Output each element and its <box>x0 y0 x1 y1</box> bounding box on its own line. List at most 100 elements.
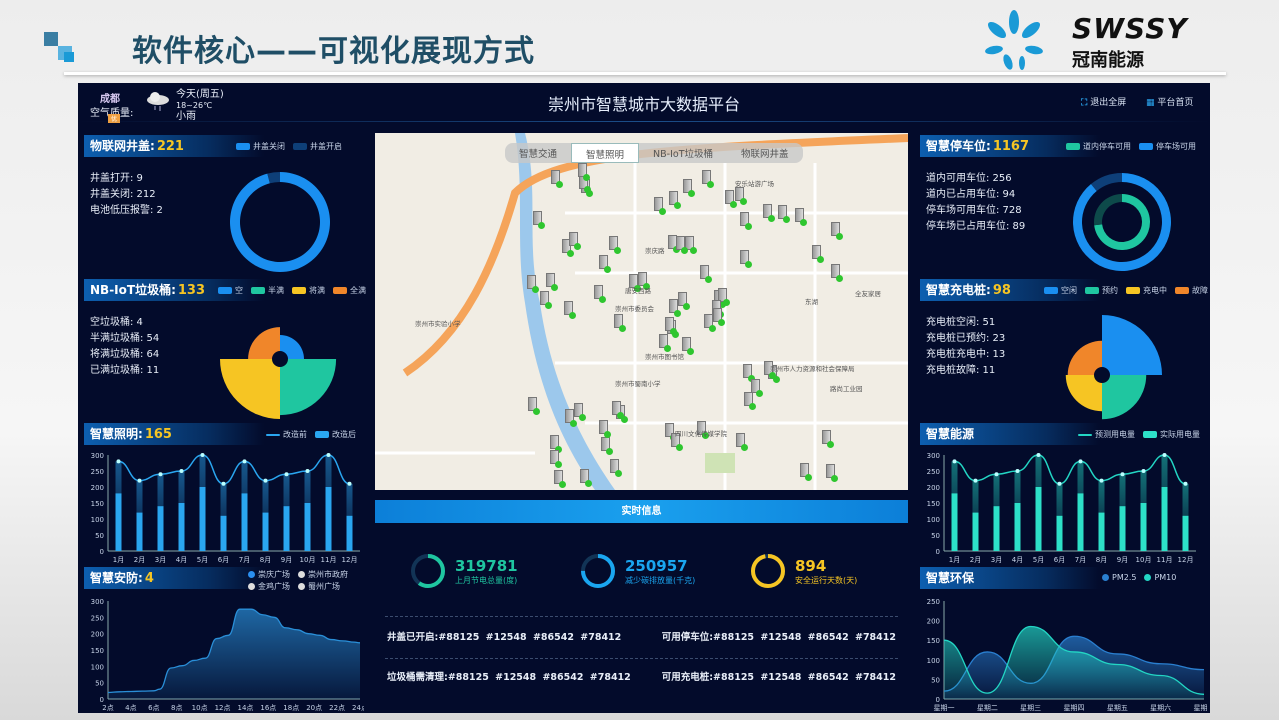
streetlight-marker[interactable] <box>683 179 696 198</box>
logo-subtitle: 冠南能源 <box>1072 50 1144 71</box>
streetlight-marker[interactable] <box>681 336 694 355</box>
streetlight-marker[interactable] <box>735 186 748 205</box>
legend-item[interactable]: 充电中 <box>1126 285 1167 296</box>
streetlight-marker[interactable] <box>579 468 592 487</box>
streetlight-marker[interactable] <box>669 299 682 318</box>
streetlight-marker[interactable] <box>712 308 725 327</box>
map-tab[interactable]: 智慧交通 <box>519 149 558 160</box>
streetlight-marker[interactable] <box>821 429 834 448</box>
legend-item[interactable]: PM2.5 <box>1102 573 1136 582</box>
streetlight-marker[interactable] <box>799 463 812 482</box>
streetlight-marker[interactable] <box>704 314 717 333</box>
map-tab[interactable]: NB-IoT垃圾桶 <box>653 149 714 160</box>
legend-item[interactable]: 停车场可用 <box>1139 141 1196 152</box>
streetlight-marker[interactable] <box>724 189 737 208</box>
legend-item[interactable]: 崇州市政府 <box>298 569 348 580</box>
legend-item[interactable]: 将满 <box>292 285 325 296</box>
streetlight-marker[interactable] <box>609 236 622 255</box>
streetlight-marker[interactable] <box>671 433 683 452</box>
temperature: 18~26℃ <box>176 101 213 110</box>
streetlight-marker[interactable] <box>825 463 838 482</box>
line-point <box>1120 472 1125 477</box>
y-tick-label: 250 <box>91 614 104 622</box>
streetlight-marker[interactable] <box>675 236 688 255</box>
streetlight-marker[interactable] <box>742 363 755 382</box>
streetlight-marker[interactable] <box>739 250 752 269</box>
streetlight-marker[interactable] <box>654 196 667 215</box>
streetlight-marker[interactable] <box>665 316 678 335</box>
legend-item[interactable]: 蜀州广场 <box>298 581 340 592</box>
kpi-0: 319781 上月节电总量(度) <box>409 552 518 590</box>
legend-item[interactable]: PM10 <box>1144 573 1176 582</box>
streetlight-marker[interactable] <box>702 170 715 189</box>
streetlight-marker[interactable] <box>540 290 553 309</box>
streetlight-marker[interactable] <box>598 254 611 273</box>
streetlight-marker[interactable] <box>669 190 682 209</box>
streetlight-marker[interactable] <box>740 211 753 230</box>
streetlight-marker[interactable] <box>611 400 624 419</box>
streetlight-marker[interactable] <box>751 379 764 398</box>
streetlight-marker[interactable] <box>551 169 564 188</box>
streetlight-marker[interactable] <box>811 244 824 263</box>
charging-stats: 充电桩空闲: 51 充电桩已预约: 23 充电桩充电中: 13 充电桩故障: 11 <box>926 317 1006 376</box>
city-map[interactable]: 安乐站游广场 崇州市图书馆 崇州市蜀南小学 崇州市人力资源和社会保障局 路尚工业园 全友家… <box>375 133 908 490</box>
streetlight-marker[interactable] <box>550 435 563 454</box>
legend-item[interactable]: 崇庆广场 <box>248 569 290 580</box>
streetlight-marker[interactable] <box>717 287 730 306</box>
streetlight-marker[interactable] <box>527 274 540 293</box>
legend-item[interactable]: 空 <box>218 285 243 296</box>
streetlight-marker[interactable] <box>777 205 790 224</box>
legend-item[interactable]: 井盖关闭 <box>236 141 285 152</box>
streetlight-marker[interactable] <box>764 361 777 380</box>
legend-item[interactable]: 预约 <box>1085 285 1118 296</box>
streetlight-marker[interactable] <box>684 235 697 254</box>
streetlight-marker[interactable] <box>762 203 775 222</box>
streetlight-marker[interactable] <box>532 210 545 229</box>
streetlight-marker[interactable] <box>696 420 709 439</box>
streetlight-marker[interactable] <box>700 265 713 284</box>
streetlight-marker[interactable] <box>550 450 563 469</box>
streetlight-marker[interactable] <box>659 333 672 352</box>
streetlight-marker[interactable] <box>794 208 807 227</box>
streetlight-marker[interactable] <box>598 420 611 439</box>
streetlight-marker[interactable] <box>568 232 581 251</box>
bar <box>1161 487 1168 551</box>
streetlight-marker[interactable] <box>744 391 757 410</box>
map-tab[interactable]: 智慧照明 <box>571 143 640 163</box>
status-dot <box>707 181 715 189</box>
streetlight-marker[interactable] <box>601 437 614 456</box>
legend-item[interactable]: 实际用电量 <box>1143 429 1200 440</box>
streetlight-marker[interactable] <box>736 432 749 451</box>
legend-item[interactable]: 预测用电量 <box>1078 429 1135 440</box>
streetlight-marker[interactable] <box>593 285 606 303</box>
streetlight-marker[interactable] <box>610 459 623 478</box>
legend-item[interactable]: 改造后 <box>315 429 356 440</box>
legend-item[interactable]: 金鸡广场 <box>248 581 290 592</box>
legend-item[interactable]: 空闲 <box>1044 285 1077 296</box>
legend-item[interactable]: 故障 <box>1175 285 1208 296</box>
streetlight-marker[interactable] <box>577 163 590 182</box>
streetlight-marker[interactable] <box>830 221 843 240</box>
legend-item[interactable]: 半满 <box>251 285 284 296</box>
streetlight-marker[interactable] <box>527 397 540 416</box>
map-tab[interactable]: 物联网井盖 <box>741 149 789 160</box>
streetlight-marker[interactable] <box>574 402 587 421</box>
streetlight-marker[interactable] <box>545 273 558 292</box>
streetlight-marker[interactable] <box>637 271 650 290</box>
x-tick-label: 11月 <box>1157 556 1173 564</box>
legend-item[interactable]: 全满 <box>333 285 366 296</box>
home-button[interactable]: ▦ 平台首页 <box>1146 95 1193 108</box>
streetlight-marker[interactable] <box>628 273 641 292</box>
legend-item[interactable]: 道内停车可用 <box>1066 141 1131 152</box>
streetlight-marker[interactable] <box>830 263 843 282</box>
streetlight-marker[interactable] <box>563 300 576 319</box>
x-tick-label: 4月 <box>176 556 187 564</box>
legend-item[interactable]: 井盖开启 <box>293 141 342 152</box>
streetlight-marker[interactable] <box>677 291 690 310</box>
exit-fullscreen-button[interactable]: ⛶ 退出全屏 <box>1081 95 1126 108</box>
streetlight-marker[interactable] <box>553 470 566 489</box>
legend-item[interactable]: 改造前 <box>266 429 307 440</box>
bar <box>1035 487 1042 551</box>
streetlight-marker[interactable] <box>614 314 627 333</box>
streetlight-marker[interactable] <box>565 408 578 427</box>
